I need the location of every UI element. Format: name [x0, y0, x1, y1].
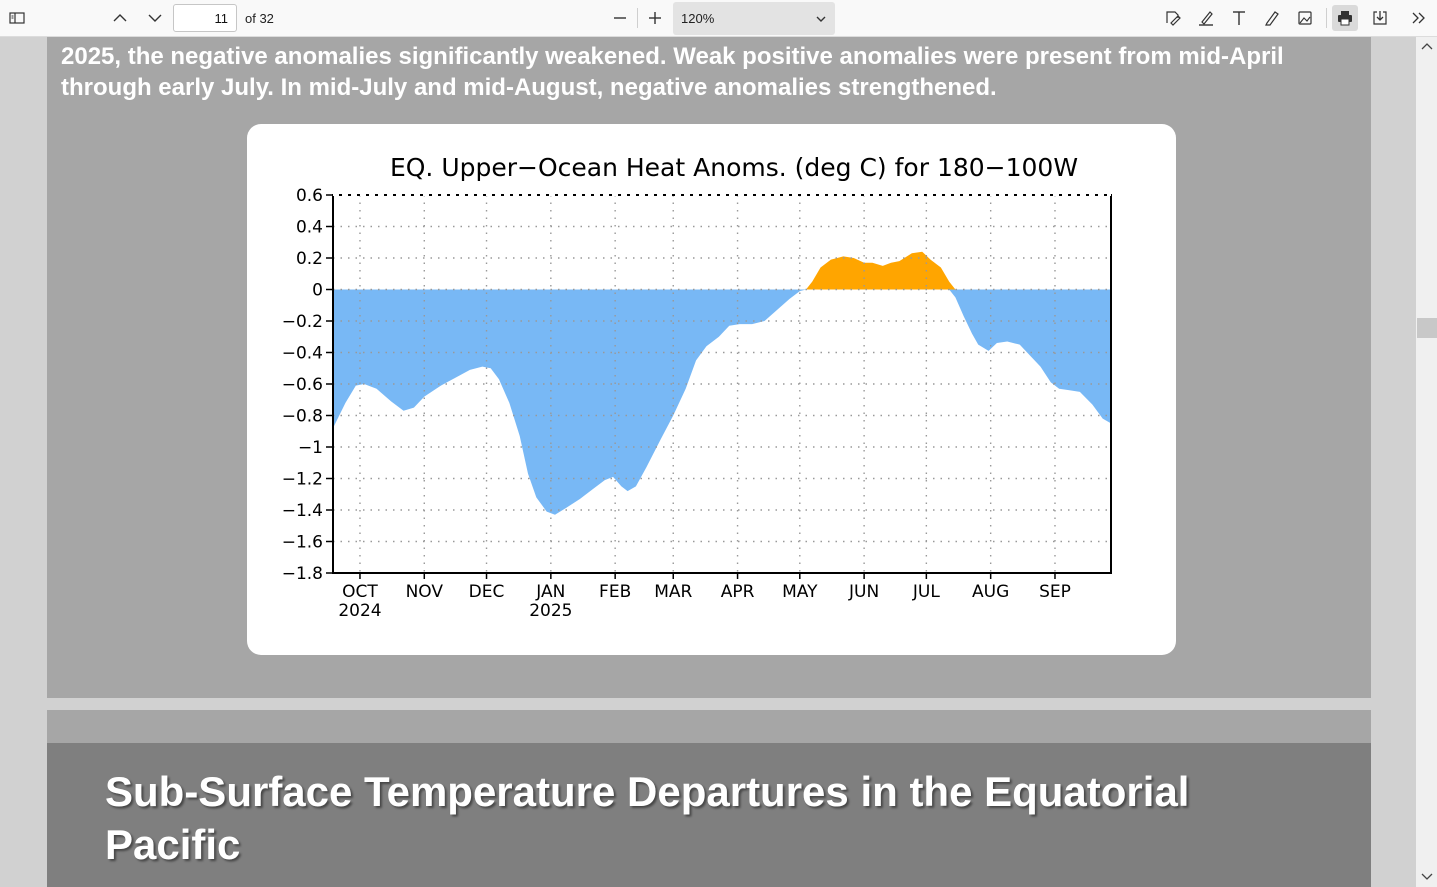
y-tick-label: −1 [298, 438, 323, 458]
previous-page-button[interactable] [107, 5, 133, 31]
x-tick-label: NOV [406, 582, 444, 602]
scrollbar-thumb[interactable] [1417, 318, 1437, 338]
scroll-up-icon[interactable] [1420, 40, 1434, 52]
heat-anomaly-chart: EQ. Upper−Ocean Heat Anoms. (deg C) for … [282, 153, 1112, 621]
add-text-icon[interactable] [1226, 5, 1252, 31]
save-icon[interactable] [1367, 5, 1393, 31]
sidebar-toggle-icon[interactable] [4, 5, 30, 31]
x-tick-label: MAR [654, 582, 692, 602]
chart-card: EQ. Upper−Ocean Heat Anoms. (deg C) for … [247, 124, 1176, 655]
zoom-in-button[interactable] [642, 5, 668, 31]
add-image-icon[interactable] [1292, 5, 1318, 31]
y-tick-label: −0.8 [282, 407, 323, 427]
x-tick-label: APR [721, 582, 755, 602]
section-header: Sub-Surface Temperature Departures in th… [47, 743, 1371, 887]
zoom-level-select[interactable]: 120% [673, 2, 835, 35]
x-tick-label: JUL [912, 582, 940, 602]
positive-anomaly-area [333, 251, 1111, 290]
more-tools-icon[interactable] [1405, 5, 1431, 31]
x-tick-label: OCT [342, 582, 378, 602]
y-tick-label: −0.6 [282, 375, 323, 395]
toolbar-divider [637, 8, 638, 28]
x-tick-label: MAY [782, 582, 818, 602]
document-page: Sub-Surface Temperature Departures in th… [47, 710, 1371, 887]
vertical-scrollbar[interactable] [1416, 37, 1437, 887]
intro-paragraph: 2025, the negative anomalies significant… [61, 43, 1284, 101]
x-tick-year-label: 2024 [338, 601, 381, 621]
chart-title: EQ. Upper−Ocean Heat Anoms. (deg C) for … [390, 153, 1078, 182]
highlight-icon[interactable] [1193, 5, 1219, 31]
negative-anomaly-area [333, 289, 1111, 515]
toolbar-divider [1326, 8, 1327, 28]
document-page: 2025, the negative anomalies significant… [47, 37, 1371, 698]
y-tick-label: −1.2 [282, 470, 323, 490]
x-tick-label: DEC [469, 582, 505, 602]
y-tick-label: −0.4 [282, 344, 323, 364]
fill-and-sign-icon[interactable] [1160, 5, 1186, 31]
page-number-input[interactable] [173, 4, 237, 32]
chevron-down-icon [816, 16, 826, 22]
y-tick-label: −1.8 [282, 564, 323, 584]
zoom-out-button[interactable] [607, 5, 633, 31]
x-tick-label: FEB [599, 582, 631, 602]
y-tick-label: 0.4 [296, 218, 323, 238]
draw-icon[interactable] [1259, 5, 1285, 31]
print-icon[interactable] [1332, 5, 1358, 31]
y-tick-label: 0 [312, 281, 323, 301]
y-tick-label: −0.2 [282, 312, 323, 332]
x-tick-label: SEP [1039, 582, 1071, 602]
x-tick-year-label: 2025 [529, 601, 572, 621]
x-tick-label: JUN [848, 582, 879, 602]
next-page-button[interactable] [142, 5, 168, 31]
y-tick-label: −1.4 [282, 501, 323, 521]
x-tick-label: AUG [972, 582, 1009, 602]
y-tick-label: −1.6 [282, 533, 323, 553]
pdf-toolbar: of 32 120% [0, 0, 1437, 37]
y-tick-label: 0.6 [296, 186, 323, 206]
section-title: Sub-Surface Temperature Departures in th… [105, 768, 1190, 868]
x-tick-label: JAN [535, 582, 565, 602]
page-count-label: of 32 [245, 11, 274, 26]
scroll-down-icon[interactable] [1420, 871, 1434, 883]
y-tick-label: 0.2 [296, 249, 323, 269]
zoom-level-value: 120% [681, 11, 715, 26]
